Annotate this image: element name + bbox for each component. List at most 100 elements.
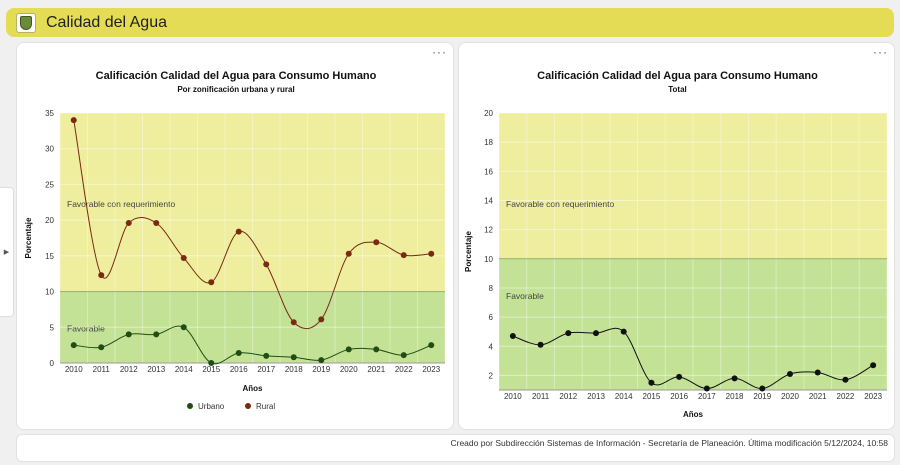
x-tick-label: 2023 [864,392,882,401]
x-tick-label: 2012 [120,365,138,374]
data-point [648,379,655,386]
x-tick-label: 2017 [698,392,716,401]
data-point [345,346,352,353]
y-tick-label: 10 [45,288,54,297]
band-label-1: Favorable con requerimiento [506,199,614,209]
y-tick-label: 2 [489,371,494,380]
x-tick-label: 2016 [670,392,688,401]
legend-marker-1 [245,403,251,409]
y-tick-label: 35 [45,109,54,118]
y-tick-label: 8 [489,284,494,293]
data-point [180,255,187,261]
data-point [263,352,270,359]
data-point [759,385,766,392]
data-point [290,354,297,361]
data-point [208,360,215,366]
x-axis-title: Años [243,384,264,393]
y-tick-label: 18 [484,138,493,147]
app-logo [16,12,36,33]
y-tick-label: 10 [484,255,493,264]
data-point [703,385,710,392]
x-tick-label: 2013 [587,392,605,401]
data-point [208,279,215,286]
chart-title: Calificación Calidad del Agua para Consu… [537,70,818,82]
band-0 [499,258,887,390]
x-tick-label: 2020 [340,365,358,374]
app-header: Calidad del Agua [6,8,894,37]
app-title: Calidad del Agua [46,13,167,31]
y-tick-label: 20 [484,109,493,118]
data-point [98,344,105,351]
x-tick-label: 2014 [175,365,193,374]
data-point [373,346,380,353]
data-point [98,272,105,279]
data-point [537,341,544,348]
x-tick-label: 2010 [504,392,522,401]
x-tick-label: 2016 [230,365,248,374]
data-point [373,239,380,246]
data-point [676,373,683,380]
data-point [235,228,242,235]
data-point [593,330,599,337]
chart-total: Calificación Calidad del Agua para Consu… [464,70,888,419]
x-tick-label: 2018 [726,392,744,401]
data-point [509,333,516,340]
data-point [731,375,738,382]
data-point [428,342,435,349]
legend-label-1: Rural [256,402,275,411]
data-point [318,357,325,364]
data-point [153,331,160,338]
x-tick-label: 2012 [559,392,577,401]
data-point [125,220,132,226]
more-options-button[interactable]: ··· [432,45,447,59]
band-label-0: Favorable [67,324,105,334]
y-tick-label: 14 [484,196,493,205]
x-tick-label: 2011 [93,365,111,374]
sidebar-toggle-button[interactable]: ▶ [0,187,14,317]
y-axis-title: Porcentaje [24,217,33,258]
more-options-button[interactable]: ··· [873,45,888,59]
data-point [70,342,77,349]
chart-panel-zonificacion: ··· Calificación Calidad del Agua para C… [16,42,454,430]
x-tick-label: 2011 [532,392,550,401]
chart-title: Calificación Calidad del Agua para Consu… [96,70,377,82]
shield-icon [20,15,32,30]
x-tick-label: 2015 [202,365,220,374]
x-tick-label: 2022 [837,392,855,401]
data-point [125,331,132,338]
x-tick-label: 2013 [147,365,165,374]
data-point [235,350,242,356]
band-label-0: Favorable [506,291,544,301]
y-tick-label: 5 [50,323,55,332]
chart-panel-total: ··· Calificación Calidad del Agua para C… [458,42,895,430]
chart-subtitle: Por zonificación urbana y rural [177,85,294,94]
data-point [70,117,77,124]
data-point [870,362,877,369]
footer: Creado por Subdirección Sistemas de Info… [16,434,895,462]
x-tick-label: 2019 [312,365,330,374]
x-tick-label: 2017 [257,365,275,374]
data-point [318,316,325,323]
footer-credit: Creado por Subdirección Sistemas de Info… [450,438,888,448]
chart-subtitle: Total [668,85,687,94]
x-tick-label: 2014 [615,392,633,401]
x-tick-label: 2021 [809,392,827,401]
data-point [400,352,407,359]
y-tick-label: 25 [45,180,54,189]
y-tick-label: 20 [45,216,54,225]
x-tick-label: 2019 [753,392,771,401]
data-point [787,370,793,377]
data-point [345,250,352,257]
data-point [180,324,187,331]
y-tick-label: 12 [484,226,493,235]
y-tick-label: 0 [50,359,55,368]
x-tick-label: 2010 [65,365,83,374]
x-tick-label: 2015 [643,392,661,401]
y-tick-label: 4 [489,342,494,351]
legend-label-0: Urbano [198,402,225,411]
series-line-1 [73,120,432,330]
data-point [400,252,407,259]
band-0 [60,291,445,363]
band-label-1: Favorable con requerimiento [67,199,175,209]
x-tick-label: 2020 [781,392,799,401]
